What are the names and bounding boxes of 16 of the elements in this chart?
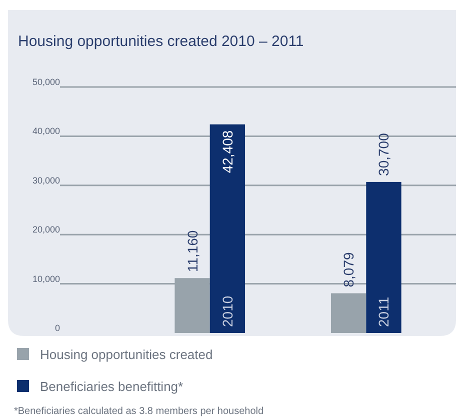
data-label: 30,700 — [376, 132, 392, 176]
y-tick-label: 0 — [54, 323, 60, 333]
data-label: 11,160 — [184, 230, 200, 272]
x-tick-label: 2011 — [376, 296, 392, 327]
y-tick-label: 30,000 — [32, 175, 60, 186]
text: *Beneficiaries calculated as 3.8 members per household — [14, 406, 264, 417]
y-tick-label: 40,000 — [32, 126, 60, 136]
data-label: 8,079 — [340, 252, 357, 288]
legend-label: Housing opportunities created — [40, 347, 213, 362]
chart-title: Housing opportunities created 2010 – 2011 — [18, 33, 304, 50]
x-tick-label: 2010 — [219, 296, 236, 327]
y-tick-label: 20,000 — [32, 224, 60, 235]
data-label: 42,408 — [219, 130, 236, 174]
y-tick-label: 50,000 — [32, 77, 60, 87]
y-tick-label: 10,000 — [32, 274, 60, 284]
legend-label: Beneficiaries benefitting* — [40, 379, 184, 394]
